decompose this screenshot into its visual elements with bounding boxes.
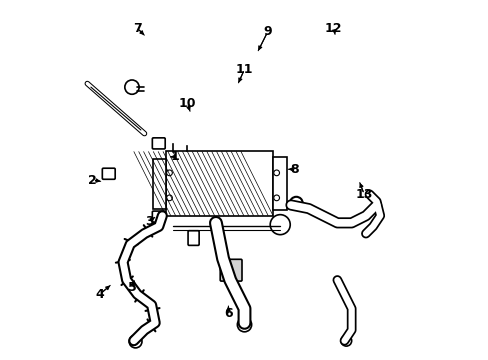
Bar (272, 157, 287, 210)
Circle shape (273, 170, 279, 176)
FancyBboxPatch shape (152, 211, 165, 222)
Circle shape (270, 215, 290, 235)
Circle shape (166, 170, 172, 176)
Bar (165, 152, 272, 216)
Circle shape (340, 336, 351, 346)
Circle shape (289, 197, 302, 210)
Circle shape (273, 195, 279, 201)
Circle shape (124, 80, 139, 94)
Text: 11: 11 (235, 63, 253, 76)
Bar (153, 158, 165, 208)
Text: 4: 4 (95, 288, 104, 301)
Circle shape (237, 318, 251, 332)
Circle shape (129, 335, 142, 348)
Text: 1: 1 (170, 150, 179, 163)
Text: 3: 3 (145, 215, 154, 228)
FancyBboxPatch shape (220, 259, 242, 281)
Text: 7: 7 (133, 22, 142, 35)
Text: 10: 10 (178, 97, 196, 110)
Text: 5: 5 (127, 281, 136, 294)
Circle shape (166, 195, 172, 201)
FancyBboxPatch shape (188, 231, 199, 246)
Text: 13: 13 (355, 188, 372, 201)
Text: 2: 2 (88, 174, 97, 186)
Text: 8: 8 (289, 163, 298, 176)
Text: 12: 12 (325, 22, 342, 35)
FancyBboxPatch shape (152, 138, 165, 149)
FancyBboxPatch shape (102, 168, 115, 179)
Text: 6: 6 (224, 307, 232, 320)
Text: 9: 9 (263, 25, 271, 38)
